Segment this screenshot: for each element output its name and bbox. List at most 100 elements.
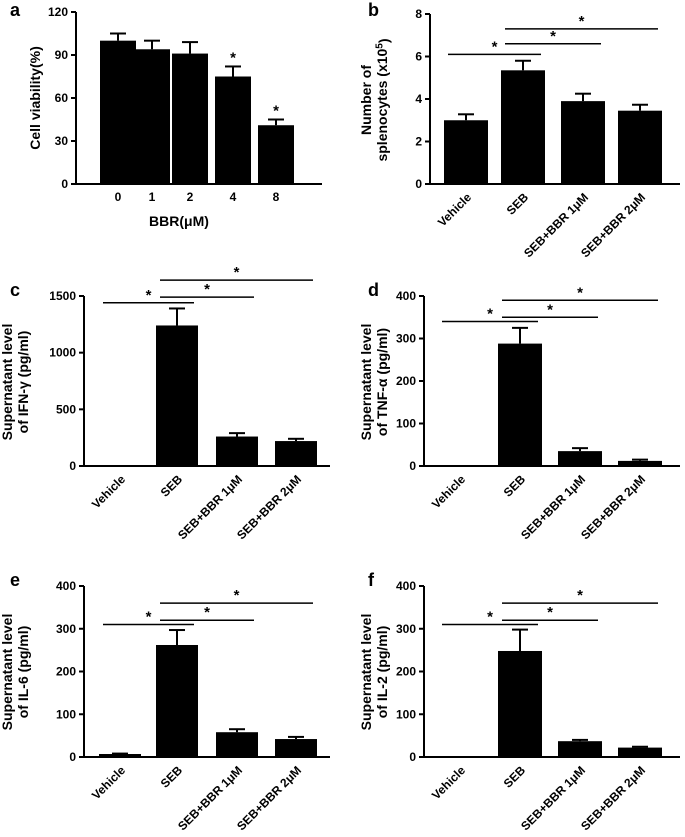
x-tick-label: SEB: [504, 190, 532, 218]
bar-a: [258, 125, 294, 184]
y-axis-title-line: of IFN-γ (pg/ml): [15, 331, 31, 434]
y-tick-label: 300: [396, 622, 416, 636]
y-tick-label: 6: [415, 50, 422, 64]
significance-star: *: [492, 38, 498, 55]
significance-star: *: [550, 28, 556, 45]
y-tick-label: 400: [56, 579, 76, 593]
bar-f: [498, 650, 542, 757]
y-axis-title-sup: 5: [374, 43, 385, 49]
significance-star: *: [577, 587, 583, 604]
bar-f: [618, 747, 662, 757]
panel-letter-c: c: [10, 280, 20, 300]
y-tick-label: 200: [56, 665, 76, 679]
significance-star: *: [579, 13, 585, 30]
x-axis-title: BBR(μM): [149, 213, 209, 229]
bar-a: [215, 76, 251, 184]
x-tick-label: 0: [115, 190, 122, 204]
x-tick-label: SEB: [501, 763, 529, 791]
panel-c: c 0 500 1000 1500 Supernatant levelof IFN-γ (…: [0, 264, 330, 542]
bar-e: [275, 739, 317, 757]
y-tick-label: 60: [55, 91, 69, 105]
panel-letter-f: f: [368, 570, 375, 590]
x-tick-label: 1: [149, 190, 156, 204]
bar-e: [156, 644, 198, 757]
y-axis-title-line: splenocytes (x10: [374, 48, 390, 161]
significance-star: *: [234, 587, 240, 604]
bar-a: [134, 49, 170, 185]
bar-d: [618, 460, 662, 466]
y-axis-title-line: Supernatant level: [0, 614, 15, 731]
bar-c: [275, 441, 317, 466]
significance-star: *: [487, 608, 493, 625]
panel-e: e 0 100 200 300 400 Supernatant levelof IL-6 (…: [0, 570, 330, 833]
significance-star: *: [273, 103, 279, 120]
y-tick-label: 0: [409, 750, 416, 764]
significance-star: *: [547, 604, 553, 621]
panel-b: b 0 2 4 6 8 Number ofsplenocytes (x105) Vehicle…: [358, 0, 680, 260]
y-tick-label: 400: [396, 289, 416, 303]
bar-c: [156, 325, 198, 466]
bar-c: [216, 436, 258, 466]
y-tick-label: 300: [396, 332, 416, 346]
panel-d: d 0 100 200 300 400 Supernatant levelof TNF-α …: [358, 280, 680, 542]
y-tick-label: 200: [396, 374, 416, 388]
x-tick-label: SEB: [158, 472, 186, 500]
x-tick-label: SEB+BBR 2μM: [578, 472, 648, 542]
y-axis-title-line: of IL-2 (pg/ml): [374, 626, 390, 719]
y-tick-label: 2: [415, 135, 422, 149]
x-tick-label: SEB: [158, 763, 186, 791]
y-axis-title: Supernatant levelof TNF-α (pg/ml): [358, 324, 390, 441]
significance-star: *: [234, 264, 240, 281]
x-tick-label: SEB+BBR 2μM: [578, 763, 648, 833]
significance-star: *: [230, 49, 236, 66]
x-tick-label: 4: [230, 190, 237, 204]
x-tick-label: Vehicle: [429, 472, 468, 511]
bar-b: [561, 101, 605, 184]
y-axis-title-line: Supernatant level: [0, 324, 15, 441]
panel-a: a 0 30 60 90 120 Cell viability(%) 0 1 2 * 4 * 8 BBR(μ…: [10, 0, 322, 229]
significance-star: *: [547, 301, 553, 318]
y-axis-title-line: of TNF-α (pg/ml): [374, 328, 390, 436]
y-tick-label: 1000: [49, 346, 76, 360]
y-tick-label: 1500: [49, 289, 76, 303]
bar-b: [501, 70, 545, 184]
y-axis-title: Number ofsplenocytes (x105): [358, 38, 392, 161]
bar-e: [99, 754, 141, 757]
y-tick-label: 120: [48, 5, 68, 19]
y-tick-label: 0: [69, 459, 76, 473]
y-tick-label: 0: [415, 177, 422, 191]
x-tick-label: SEB+BBR 2μM: [234, 472, 304, 542]
y-axis-title: Supernatant levelof IFN-γ (pg/ml): [0, 324, 31, 441]
y-axis-title-line: Supernatant level: [358, 324, 374, 441]
significance-star: *: [146, 608, 152, 625]
y-tick-label: 400: [396, 579, 416, 593]
panel-letter-e: e: [10, 570, 20, 590]
x-tick-label: SEB+BBR 2μM: [234, 763, 304, 833]
y-tick-label: 8: [415, 7, 422, 21]
y-axis-title: Supernatant levelof IL-2 (pg/ml): [358, 614, 390, 731]
y-tick-label: 4: [415, 92, 422, 106]
panel-letter-a: a: [10, 0, 21, 20]
significance-star: *: [577, 284, 583, 301]
x-tick-label: 2: [187, 190, 194, 204]
panel-f: f 0 100 200 300 400 Supernatant levelof IL-2 (…: [358, 570, 680, 833]
panel-letter-b: b: [368, 0, 379, 20]
y-axis-title: Supernatant levelof IL-6 (pg/ml): [0, 614, 31, 731]
y-tick-label: 100: [396, 417, 416, 431]
bar-a: [172, 53, 208, 184]
significance-star: *: [204, 604, 210, 621]
significance-star: *: [146, 287, 152, 304]
significance-star: *: [204, 281, 210, 298]
y-tick-label: 100: [56, 707, 76, 721]
bar-b: [444, 120, 488, 184]
y-tick-label: 300: [56, 622, 76, 636]
y-tick-label: 0: [409, 459, 416, 473]
bar-a: [100, 40, 136, 184]
y-tick-label: 200: [396, 665, 416, 679]
bar-d: [558, 451, 602, 466]
y-tick-label: 0: [61, 177, 68, 191]
bar-e: [216, 732, 258, 757]
y-tick-label: 0: [69, 750, 76, 764]
